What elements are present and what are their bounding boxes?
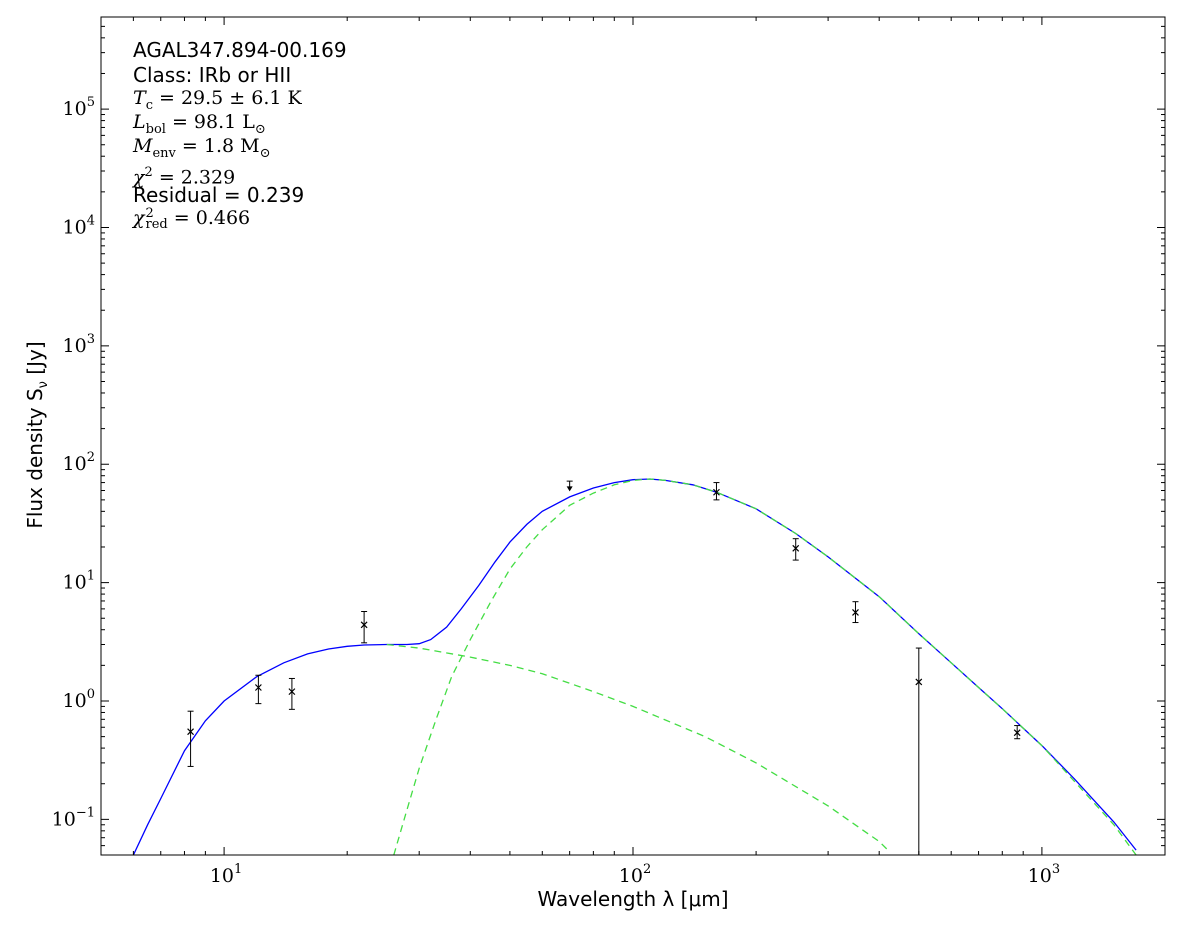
tc-symbol: T xyxy=(133,87,146,109)
annotation-class: Class: IRb or HII xyxy=(133,63,292,87)
lbol-unit-sub: ⊙ xyxy=(254,121,266,137)
x-tick-label-base: 10 xyxy=(210,865,234,887)
x-tick-label-exponent: 1 xyxy=(234,862,242,877)
y-tick-label-exponent: 4 xyxy=(87,213,95,228)
y-tick-label-base: 10 xyxy=(63,216,87,238)
data-points xyxy=(187,480,1021,855)
chi2-value: = 2.329 xyxy=(152,166,236,189)
model-component-dashed-3 xyxy=(386,643,889,851)
model-total-line xyxy=(132,478,1137,855)
y-tick-label: 102 xyxy=(63,450,95,475)
data-point xyxy=(187,710,194,767)
y-tick-label-exponent: 5 xyxy=(87,95,95,110)
annotation-tc: Tc = 29.5 ± 6.1 K xyxy=(133,86,302,118)
data-point xyxy=(713,482,720,501)
y-tick-label: 100 xyxy=(63,687,95,712)
y-axis-label-main: Flux density S xyxy=(23,388,47,528)
x-tick-label: 103 xyxy=(1028,862,1060,887)
y-tick-label-base: 10 xyxy=(52,808,76,830)
chi2-sup: 2 xyxy=(144,165,153,180)
y-tick-label-exponent: 2 xyxy=(87,450,95,465)
y-tick-label: 101 xyxy=(63,569,95,594)
chi2-symbol: χ xyxy=(133,166,145,189)
lbol-value: = 98.1 L xyxy=(165,111,255,133)
model-component-dashed-4 xyxy=(393,478,1137,855)
x-marker xyxy=(360,621,368,629)
x-tick-label-exponent: 3 xyxy=(1052,862,1060,877)
y-tick-label-base: 10 xyxy=(63,690,87,712)
x-marker xyxy=(915,678,923,686)
x-tick-label-exponent: 2 xyxy=(643,862,651,877)
data-point xyxy=(254,674,262,705)
y-tick-label-base: 10 xyxy=(63,335,87,357)
chi2red-value: = 0.466 xyxy=(167,207,251,229)
lbol-symbol: L xyxy=(133,111,146,133)
tc-value: = 29.5 ± 6.1 K xyxy=(152,87,302,109)
y-axis-label-unit: [Jy] xyxy=(23,341,47,381)
y-tick-label-exponent: 0 xyxy=(87,687,95,702)
data-point xyxy=(288,677,296,710)
y-tick-label: 104 xyxy=(63,213,95,238)
y-tick-label: 10−1 xyxy=(52,805,95,830)
x-tick-label-base: 10 xyxy=(619,865,643,887)
data-point xyxy=(852,601,859,624)
axis-ticks xyxy=(100,16,1166,856)
upper-limit-point xyxy=(566,480,573,492)
annotation-chi2-red: χ 2 red = 0.466 xyxy=(133,206,250,231)
x-axis-label: Wavelength λ [μm] xyxy=(537,887,728,911)
annotation-menv: Menv = 1.8 M⊙ xyxy=(133,134,271,166)
annotation-chi2: χ2 = 2.329 xyxy=(133,160,235,190)
chi2red-sub: red xyxy=(145,217,168,232)
x-marker xyxy=(288,688,296,696)
x-tick-label-base: 10 xyxy=(1028,865,1052,887)
x-marker xyxy=(187,728,194,736)
y-tick-label-base: 10 xyxy=(63,572,87,594)
data-point xyxy=(915,647,923,855)
x-marker xyxy=(713,488,720,496)
annotation-residual: Residual = 0.239 xyxy=(133,183,305,207)
tc-sub: c xyxy=(145,97,153,113)
menv-unit-sub: ⊙ xyxy=(259,145,271,161)
data-point xyxy=(792,538,800,561)
y-tick-label-base: 10 xyxy=(63,453,87,475)
x-marker xyxy=(1013,729,1021,737)
chi2red-symbol: χ xyxy=(133,207,145,229)
y-tick-label-exponent: 3 xyxy=(87,332,95,347)
menv-value: = 1.8 M xyxy=(175,135,260,157)
x-marker xyxy=(852,608,859,616)
menv-symbol: M xyxy=(133,135,153,157)
model-curves xyxy=(132,478,1137,855)
x-tick-label: 102 xyxy=(619,862,651,887)
y-tick-label-exponent: 1 xyxy=(87,569,95,584)
annotation-lbol: Lbol = 98.1 L⊙ xyxy=(133,110,266,142)
annotation-source-name: AGAL347.894-00.169 xyxy=(133,38,347,62)
y-tick-label-exponent: −1 xyxy=(76,805,95,820)
y-tick-label: 105 xyxy=(63,95,95,120)
data-point xyxy=(1013,725,1021,740)
data-point xyxy=(360,611,368,644)
y-tick-label: 103 xyxy=(63,332,95,357)
x-marker xyxy=(254,684,262,691)
x-tick-label: 101 xyxy=(210,862,242,887)
y-tick-label-base: 10 xyxy=(63,98,87,120)
x-marker xyxy=(792,544,800,552)
menv-sub: env xyxy=(152,145,176,161)
lbol-sub: bol xyxy=(145,121,166,137)
upper-limit-arrowhead xyxy=(566,486,573,492)
y-axis-label: Flux density Sν [Jy] xyxy=(23,341,51,528)
chi2red-sup: 2 xyxy=(145,206,154,221)
y-axis-label-sub: ν xyxy=(36,381,51,388)
